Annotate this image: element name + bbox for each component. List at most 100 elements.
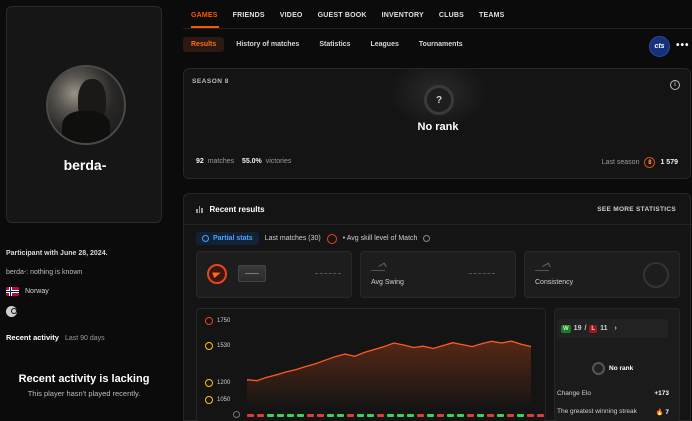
match-win-mark[interactable] [337,414,344,417]
norway-flag-icon [6,287,19,296]
match-win-mark[interactable] [387,414,394,417]
match-loss-mark[interactable] [317,414,324,417]
recent-results-card: Recent results SEE MORE STATISTICS Parti… [183,193,692,421]
match-loss-mark[interactable] [487,414,494,417]
elo-point [305,365,307,368]
win-loss-box[interactable]: W 19 / L 11 › [557,319,668,338]
consistency-ring [643,262,669,288]
level-8-icon [205,342,213,350]
tab-inventory[interactable]: INVENTORY [381,12,424,19]
tab-friends[interactable]: FRIENDS [232,12,265,19]
match-loss-mark[interactable] [247,414,254,417]
match-win-mark[interactable] [407,414,414,417]
tab-guest-book[interactable]: GUEST BOOK [317,12,367,19]
info-icon[interactable] [233,411,240,418]
match-win-mark[interactable] [297,414,304,417]
match-loss-mark[interactable] [437,414,444,417]
match-loss-mark[interactable] [347,414,354,417]
last-season-label: Last season [601,159,640,166]
elo-point [295,368,297,371]
divider [184,224,692,225]
match-win-mark[interactable] [287,414,294,417]
level-6-icon [205,379,213,387]
wins-count: 19 [573,325,582,332]
elo-point [442,344,444,347]
recent-activity-label: Recent activity [6,333,59,342]
elo-point [471,345,473,348]
elo-point [510,340,513,342]
more-dots-icon[interactable]: ••• [676,40,690,51]
match-win-mark[interactable] [457,414,464,417]
match-loss-mark[interactable] [527,414,534,417]
separator: / [584,325,587,332]
match-win-mark[interactable] [267,414,274,417]
match-loss-mark[interactable] [307,414,314,417]
victories-label: victories [265,158,292,165]
subtab-statistics[interactable]: Statistics [319,41,351,48]
sub-nav: Results History of matches Statistics Le… [183,37,475,52]
elo-point [461,344,464,346]
elo-point [265,376,268,378]
subtab-tournaments[interactable]: Tournaments [418,41,463,48]
level-10-icon [205,317,213,325]
match-loss-mark[interactable] [257,414,264,417]
level-5-icon [205,396,213,404]
recent-activity-heading: Recent activity Last 90 days [6,333,105,342]
see-more-statistics-link[interactable]: SEE MORE STATISTICS [597,206,676,213]
elo-point [373,348,375,351]
elo-series-line [247,340,531,382]
tab-video[interactable]: VIDEO [279,12,303,19]
placeholder-dashes [469,273,495,274]
tab-games[interactable]: GAMES [191,12,218,19]
y-tick-1200: 1200 [205,379,230,387]
tab-teams[interactable]: TEAMS [479,12,505,19]
match-win-mark[interactable] [517,414,524,417]
match-win-mark[interactable] [477,414,484,417]
elo-point [530,345,531,348]
avatar[interactable] [46,65,126,145]
elo-point [491,340,493,342]
partial-stats-button[interactable]: Partial stats [196,232,259,245]
match-win-mark[interactable] [447,414,454,417]
subtab-leagues[interactable]: Leagues [370,41,399,48]
elo-point [314,363,317,365]
info-icon[interactable]: i [670,80,680,90]
match-win-mark[interactable] [327,414,334,417]
match-loss-mark[interactable] [507,414,514,417]
elo-point [393,342,395,344]
match-loss-mark[interactable] [417,414,424,417]
participant-since: Participant with June 28, 2024. [6,250,108,257]
tab-clubs[interactable]: CLUBS [438,12,465,19]
steam-icon[interactable] [6,306,17,317]
match-win-mark[interactable] [367,414,374,417]
elo-point [247,379,248,381]
elo-line-svg [247,340,531,409]
elo-point [354,355,356,357]
season-stats: 92 matches 55.0% victories [196,158,291,165]
match-win-mark[interactable] [357,414,364,417]
win-streak-value: 🔥 7 [655,409,669,416]
match-loss-mark[interactable] [377,414,384,417]
rank-text: No rank [417,121,459,133]
elo-chart: 1750 1530 1200 1050 [196,308,546,421]
elo-point [324,359,326,361]
match-loss-mark[interactable] [467,414,474,417]
match-win-mark[interactable] [397,414,404,417]
chevron-right-icon: › [614,325,617,332]
skill-level-icon [326,233,337,244]
elo-point [334,356,336,358]
y-tick-1050: 1050 [205,396,230,404]
matches-value: 92 [196,158,204,165]
skill-level-icon: 8 [644,157,656,168]
elo-point [481,343,483,345]
info-icon[interactable] [423,235,431,242]
season-card: SEASON 8 i ? No rank 92 matches 55.0% vi… [183,68,691,179]
elo-point [452,342,454,344]
match-win-mark[interactable] [427,414,434,417]
team-logo[interactable]: cts [649,36,670,57]
match-loss-mark[interactable] [537,414,544,417]
match-win-mark[interactable] [277,414,284,417]
subtab-results[interactable]: Results [183,37,225,52]
match-win-mark[interactable] [497,414,504,417]
subtab-history[interactable]: History of matches [236,41,300,48]
